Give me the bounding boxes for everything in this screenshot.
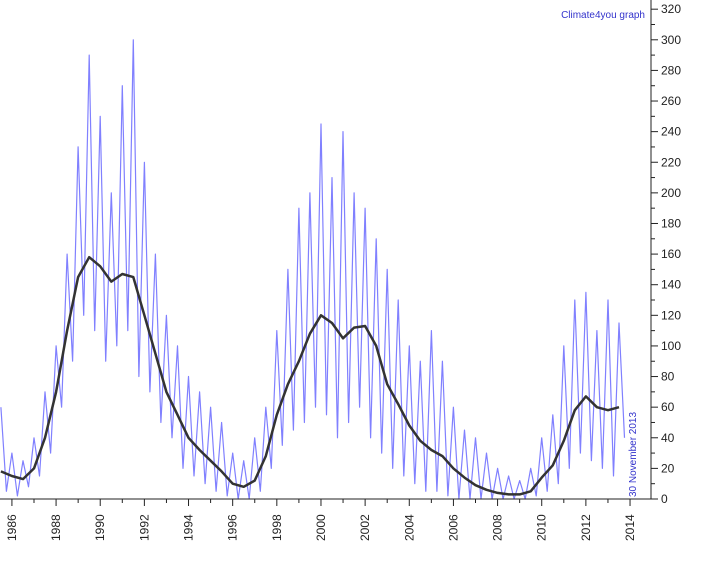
y-tick-label: 320 <box>661 2 681 16</box>
y-tick-label: 160 <box>661 247 681 261</box>
x-tick-label: 2014 <box>623 514 637 541</box>
x-tick-label: 1986 <box>5 514 19 541</box>
x-tick-label: 2000 <box>314 514 328 541</box>
x-tick-label: 1996 <box>226 514 240 541</box>
raw-line <box>0 39 626 500</box>
smoothed-line <box>0 255 620 496</box>
y-tick-label: 200 <box>661 186 681 200</box>
x-tick-label: 2012 <box>579 514 593 541</box>
y-tick-label: 80 <box>661 370 675 384</box>
y-tick-label: 280 <box>661 63 681 77</box>
y-tick-label: 20 <box>661 461 675 475</box>
x-tick-label: 2006 <box>446 514 460 541</box>
y-tick-label: 0 <box>661 492 668 506</box>
x-tick-label: 1990 <box>93 514 107 541</box>
x-tick-label: 1998 <box>270 514 284 541</box>
x-tick-label: 2002 <box>358 514 372 541</box>
y-tick-label: 260 <box>661 94 681 108</box>
x-tick-label: 2008 <box>491 514 505 541</box>
x-tick-label: 1994 <box>182 514 196 541</box>
x-tick-label: 2010 <box>535 514 549 541</box>
y-tick-label: 140 <box>661 278 681 292</box>
y-tick-label: 100 <box>661 339 681 353</box>
credit: Climate4you graph <box>561 10 645 21</box>
y-tick-label: 180 <box>661 216 681 230</box>
x-tick-label: 2004 <box>402 514 416 541</box>
x-tick-label: 1988 <box>49 514 63 541</box>
y-tick-label: 300 <box>661 33 681 47</box>
y-tick-label: 120 <box>661 308 681 322</box>
x-tick-label: 1992 <box>137 514 151 541</box>
y-tick-label: 240 <box>661 125 681 139</box>
date-note: 30 November 2013 <box>628 412 639 497</box>
y-tick-label: 40 <box>661 431 675 445</box>
y-tick-label: 60 <box>661 400 675 414</box>
y-tick-label: 220 <box>661 155 681 169</box>
